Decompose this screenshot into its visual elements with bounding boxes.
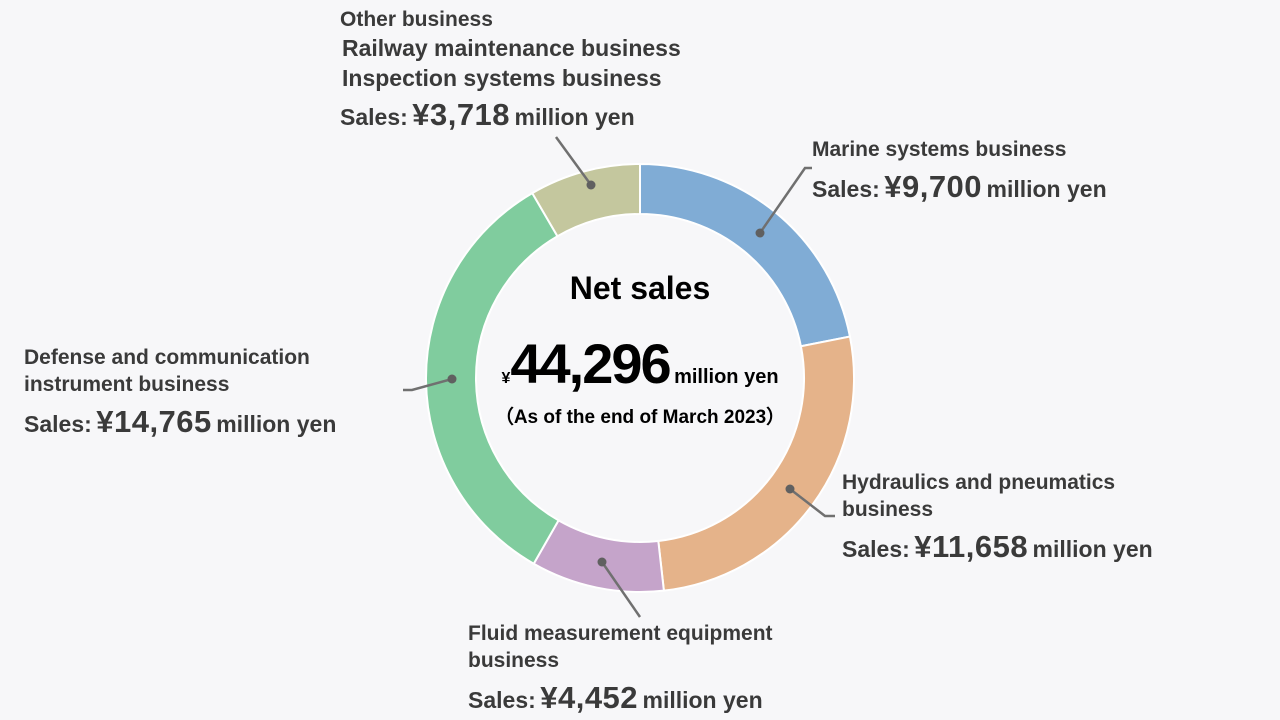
center-as-of: （As of the end of March 2023） [494, 407, 786, 428]
sales-prefix: Sales: [24, 411, 92, 437]
label-other-title: Other business [340, 8, 493, 31]
leader-lines [403, 136, 835, 618]
label-fluid-sales: Sales: ¥4,452 million yen [468, 680, 773, 716]
label-hydraulics: Hydraulics and pneumatics business Sales… [842, 469, 1153, 565]
label-fluid-line1: Fluid measurement equipment [468, 622, 773, 645]
sales-unit: million yen [1032, 536, 1153, 562]
leader-dot-fluid [597, 557, 607, 567]
leader-line-fluid [600, 561, 642, 618]
leader-line-hydraulics [789, 488, 835, 518]
label-defense: Defense and communication instrument bus… [24, 344, 336, 440]
segment-other [530, 162, 641, 238]
leader-dot-other [586, 180, 596, 190]
center-currency: ¥ [501, 370, 511, 387]
sales-unit: million yen [986, 176, 1107, 202]
leader-line-marine [758, 166, 812, 234]
center-total-line: ¥44,296 million yen [490, 331, 790, 396]
label-hydraulics-line1: Hydraulics and pneumatics [842, 471, 1116, 494]
sales-prefix: Sales: [340, 104, 408, 130]
label-other-sales: Sales: ¥3,718 million yen [340, 97, 681, 133]
label-other: Other business Railway maintenance busin… [340, 6, 681, 133]
sales-amount-defense: ¥14,765 [96, 404, 212, 439]
sales-prefix: Sales: [842, 536, 910, 562]
donut-segments [425, 162, 855, 593]
center-title: Net sales [569, 270, 711, 306]
leader-line-other [554, 136, 593, 186]
label-defense-line1: Defense and communication [24, 346, 310, 369]
leader-line-defense [403, 377, 453, 392]
leader-dot-hydraulics [785, 484, 795, 494]
sales-unit: million yen [216, 411, 337, 437]
sales-prefix: Sales: [812, 176, 880, 202]
label-fluid-line2: business [468, 649, 560, 672]
label-defense-sales: Sales: ¥14,765 million yen [24, 404, 336, 440]
sales-amount-other: ¥3,718 [412, 97, 511, 132]
label-hydraulics-sales: Sales: ¥11,658 million yen [842, 529, 1153, 565]
donut-center: Net sales ¥44,296 million yen （As of the… [490, 270, 790, 429]
label-fluid: Fluid measurement equipment business Sal… [468, 620, 773, 716]
label-marine: Marine systems business Sales: ¥9,700 mi… [812, 136, 1107, 205]
label-marine-sales: Sales: ¥9,700 million yen [812, 169, 1107, 205]
label-marine-title: Marine systems business [812, 138, 1067, 161]
sales-prefix: Sales: [468, 687, 536, 713]
label-other-sub2: Inspection systems business [342, 65, 662, 91]
label-hydraulics-line2: business [842, 498, 934, 521]
label-other-sub1: Railway maintenance business [342, 35, 681, 61]
sales-amount-marine: ¥9,700 [884, 169, 983, 204]
center-total: 44,296 [510, 332, 671, 395]
center-unit: million yen [674, 366, 779, 388]
sales-amount-fluid: ¥4,452 [540, 680, 639, 715]
sales-amount-hydraulics: ¥11,658 [914, 529, 1029, 564]
leader-dot-marine [755, 228, 765, 238]
label-defense-line2: instrument business [24, 373, 230, 396]
sales-unit: million yen [642, 687, 763, 713]
sales-unit: million yen [514, 104, 635, 130]
leader-dot-defense [447, 374, 457, 384]
